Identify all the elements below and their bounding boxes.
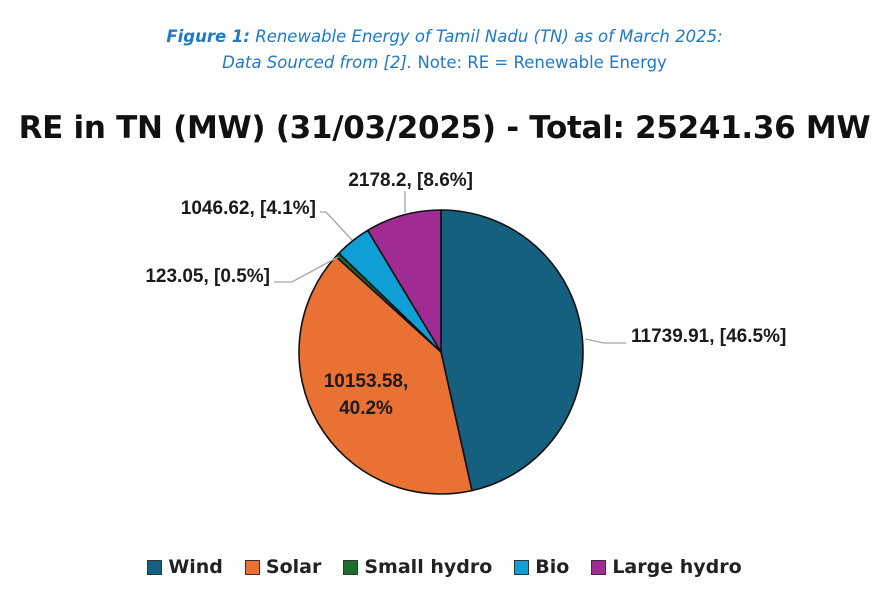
legend-label-large-hydro: Large hydro [612, 556, 742, 578]
legend-item-small-hydro: Small hydro [343, 556, 492, 578]
legend-label-small-hydro: Small hydro [364, 556, 493, 578]
legend-swatch-bio [514, 559, 530, 575]
legend-item-bio: Bio [514, 556, 569, 578]
data-label-large-hydro: 2178.2, [8.6%] [348, 170, 473, 191]
legend-item-solar: Solar [244, 556, 322, 578]
data-label-solar: 10153.58, 40.2% [324, 371, 409, 419]
leader-line-wind [584, 338, 626, 344]
leader-line-bio [320, 211, 353, 241]
pie-slice-solar [298, 255, 473, 495]
data-label-bio: 1046.62, [4.1%] [181, 198, 316, 219]
chart-title: RE in TN (MW) (31/03/2025) - Total: 2524… [18, 110, 871, 146]
legend-item-wind: Wind [147, 556, 223, 578]
pie-slices [298, 209, 584, 495]
caption-lead: Figure 1: [166, 27, 250, 46]
legend-swatch-solar [244, 559, 260, 575]
leader-line-small-hydro [274, 256, 339, 283]
legend: Wind Solar Small hydro Bio Large hydro [0, 556, 889, 578]
legend-label-solar: Solar [265, 556, 322, 578]
caption-text: Renewable Energy of Tamil Nadu (TN) as o… [255, 27, 723, 46]
legend-item-large-hydro: Large hydro [591, 556, 742, 578]
pie-slice-wind [440, 209, 584, 492]
caption-source: Data Sourced from [2]. [222, 53, 413, 72]
caption-note: Note: RE = Renewable Energy [417, 53, 667, 72]
legend-label-wind: Wind [168, 556, 223, 578]
figure-caption: Figure 1: Renewable Energy of Tamil Nadu… [0, 24, 889, 76]
data-labels: 11739.91, [46.5%] 10153.58, 40.2% 123.05, [… [145, 170, 786, 419]
legend-swatch-wind [147, 559, 163, 575]
caption-line-2: Data Sourced from [2]. Note: RE = Renewa… [0, 50, 889, 76]
data-label-small-hydro: 123.05, [0.5%] [145, 266, 270, 287]
legend-swatch-small-hydro [343, 559, 359, 575]
caption-line-1: Figure 1: Renewable Energy of Tamil Nadu… [0, 24, 889, 50]
leader-lines [274, 191, 626, 344]
legend-swatch-large-hydro [591, 559, 607, 575]
data-label-wind: 11739.91, [46.5%] [631, 326, 786, 347]
pie-slice-large-hydro [366, 209, 442, 353]
legend-label-bio: Bio [535, 556, 570, 578]
